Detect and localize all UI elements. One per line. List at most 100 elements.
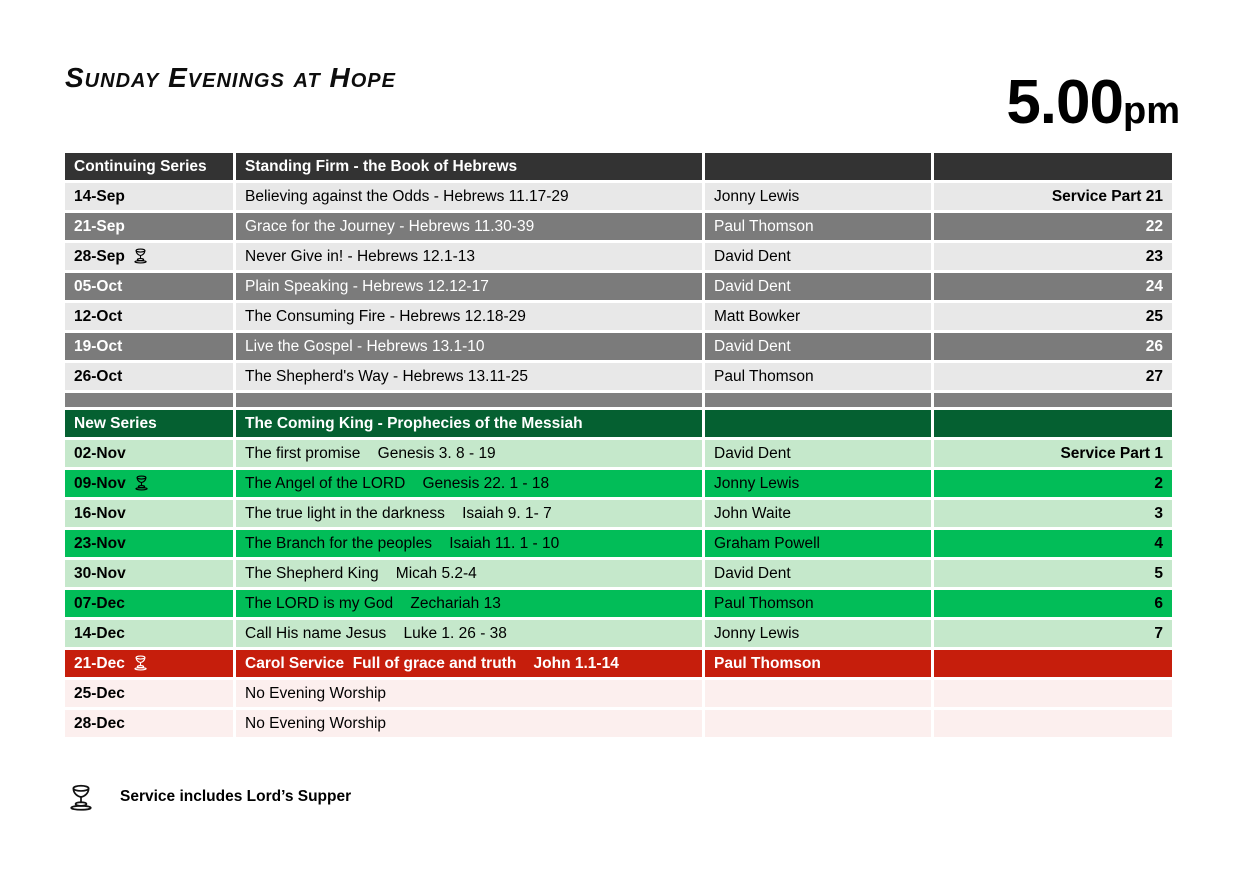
sermon-title-cell: The Shepherd's Way - Hebrews 13.11-25	[236, 363, 702, 390]
speaker-cell: John Waite	[705, 500, 931, 527]
date-label: 09-Nov	[74, 475, 126, 492]
date-label: Continuing Series	[74, 157, 207, 175]
date-label: 02-Nov	[74, 444, 126, 462]
date-cell: 26-Oct	[65, 363, 233, 390]
service-part-cell: 24	[934, 273, 1172, 300]
sermon-title-cell: No Evening Worship	[236, 680, 702, 707]
speaker-cell	[705, 680, 931, 707]
table-row: New Series The Coming King - Prophecies …	[65, 410, 1172, 437]
service-part-cell: 25	[934, 303, 1172, 330]
service-part-cell	[934, 650, 1172, 677]
table-row: 28-Sep Never Give in! - Hebrews 12.1-13 …	[65, 243, 1172, 270]
speaker-cell: David Dent	[705, 440, 931, 467]
table-row: 21-Sep Grace for the Journey - Hebrews 1…	[65, 213, 1172, 240]
page-title: Sunday Evenings at Hope	[65, 62, 396, 93]
date-label: 14-Dec	[74, 624, 125, 642]
date-label: New Series	[74, 414, 157, 432]
service-part-cell: 6	[934, 590, 1172, 617]
service-part-cell: Service Part 21	[934, 183, 1172, 210]
service-part-cell	[934, 153, 1172, 180]
table-row: 09-Nov The Angel of the LORD Genesis 22.…	[65, 470, 1172, 497]
service-part-cell: 5	[934, 560, 1172, 587]
service-part-cell	[934, 410, 1172, 437]
service-part-cell: 3	[934, 500, 1172, 527]
sermon-title-cell: Plain Speaking - Hebrews 12.12-17	[236, 273, 702, 300]
speaker-cell: Paul Thomson	[705, 213, 931, 240]
date-label: 14-Sep	[74, 187, 125, 205]
table-row: 23-Nov The Branch for the peoples Isaiah…	[65, 530, 1172, 557]
schedule-table: Continuing Series Standing Firm - the Bo…	[62, 150, 1175, 740]
table-row: 26-Oct The Shepherd's Way - Hebrews 13.1…	[65, 363, 1172, 390]
speaker-cell: Jonny Lewis	[705, 183, 931, 210]
table-row: 28-Dec No Evening Worship	[65, 710, 1172, 737]
table-row: 21-Dec Carol Service Full of grace and t…	[65, 650, 1172, 677]
table-row: 14-Sep Believing against the Odds - Hebr…	[65, 183, 1172, 210]
date-cell: 21-Dec	[65, 650, 233, 677]
service-part-cell	[934, 393, 1172, 407]
sermon-title-cell: Carol Service Full of grace and truth Jo…	[236, 650, 702, 677]
sermon-title-cell: The Consuming Fire - Hebrews 12.18-29	[236, 303, 702, 330]
date-label: 23-Nov	[74, 534, 126, 552]
service-part-cell: 23	[934, 243, 1172, 270]
date-cell: 19-Oct	[65, 333, 233, 360]
table-row: 30-Nov The Shepherd King Micah 5.2-4 Dav…	[65, 560, 1172, 587]
table-row: 19-Oct Live the Gospel - Hebrews 13.1-10…	[65, 333, 1172, 360]
service-time-suffix: pm	[1123, 90, 1180, 132]
date-cell: 12-Oct	[65, 303, 233, 330]
date-cell	[65, 393, 233, 407]
date-label: 19-Oct	[74, 337, 123, 355]
speaker-cell: Matt Bowker	[705, 303, 931, 330]
service-part-cell: 22	[934, 213, 1172, 240]
service-part-cell: 2	[934, 470, 1172, 497]
speaker-cell: Paul Thomson	[705, 590, 931, 617]
speaker-cell: Jonny Lewis	[705, 470, 931, 497]
speaker-cell	[705, 153, 931, 180]
date-label: 07-Dec	[74, 594, 125, 612]
sermon-title-cell: Live the Gospel - Hebrews 13.1-10	[236, 333, 702, 360]
speaker-cell: Paul Thomson	[705, 650, 931, 677]
footer-legend: Service includes Lord’s Supper	[68, 782, 351, 812]
table-row: 25-Dec No Evening Worship	[65, 680, 1172, 707]
date-cell: 14-Dec	[65, 620, 233, 647]
sermon-title-cell	[236, 393, 702, 407]
service-part-cell: Service Part 1	[934, 440, 1172, 467]
speaker-cell: David Dent	[705, 243, 931, 270]
sermon-title-cell: The LORD is my God Zechariah 13	[236, 590, 702, 617]
lords-supper-icon	[133, 654, 148, 671]
speaker-cell: Paul Thomson	[705, 363, 931, 390]
speaker-cell: Jonny Lewis	[705, 620, 931, 647]
sermon-title-cell: The true light in the darkness Isaiah 9.…	[236, 500, 702, 527]
date-label: 28-Dec	[74, 714, 125, 732]
date-cell: 16-Nov	[65, 500, 233, 527]
date-label: 21-Dec	[74, 655, 125, 672]
date-label: 28-Sep	[74, 248, 125, 265]
table-row: 05-Oct Plain Speaking - Hebrews 12.12-17…	[65, 273, 1172, 300]
speaker-cell: Graham Powell	[705, 530, 931, 557]
speaker-cell	[705, 393, 931, 407]
lords-supper-icon	[134, 474, 149, 491]
sermon-title-cell: The Angel of the LORD Genesis 22. 1 - 18	[236, 470, 702, 497]
date-cell: 21-Sep	[65, 213, 233, 240]
date-cell: 23-Nov	[65, 530, 233, 557]
table-row: 14-Dec Call His name Jesus Luke 1. 26 - …	[65, 620, 1172, 647]
service-part-cell: 4	[934, 530, 1172, 557]
table-row	[65, 393, 1172, 407]
communion-cup-icon	[68, 782, 94, 812]
speaker-cell	[705, 410, 931, 437]
date-label: 26-Oct	[74, 367, 123, 385]
date-cell: 02-Nov	[65, 440, 233, 467]
date-cell: 28-Dec	[65, 710, 233, 737]
service-time-hour: 5.00	[1006, 68, 1124, 137]
table-row: 02-Nov The first promise Genesis 3. 8 - …	[65, 440, 1172, 467]
table-row: Continuing Series Standing Firm - the Bo…	[65, 153, 1172, 180]
footer-legend-label: Service includes Lord’s Supper	[120, 788, 352, 805]
sermon-title-cell: Call His name Jesus Luke 1. 26 - 38	[236, 620, 702, 647]
table-row: 12-Oct The Consuming Fire - Hebrews 12.1…	[65, 303, 1172, 330]
speaker-cell: David Dent	[705, 333, 931, 360]
date-label: 05-Oct	[74, 277, 123, 295]
service-time: 5.00pm	[1006, 72, 1180, 134]
schedule-table-body: Continuing Series Standing Firm - the Bo…	[65, 153, 1172, 737]
date-label: 25-Dec	[74, 684, 125, 702]
sermon-title-cell: Standing Firm - the Book of Hebrews	[236, 153, 702, 180]
